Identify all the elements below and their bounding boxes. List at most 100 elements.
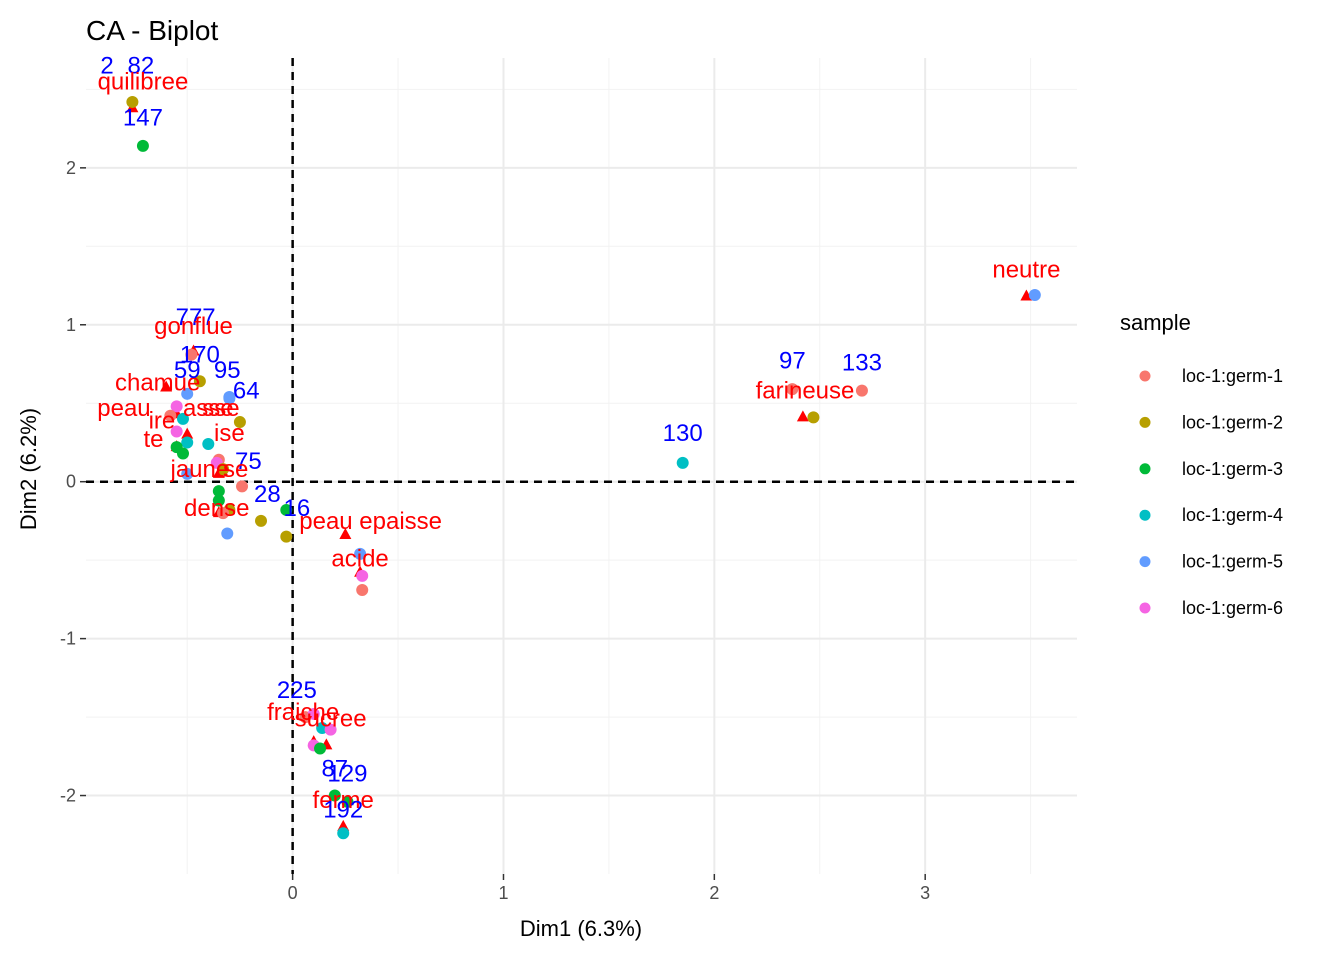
row-point [212, 485, 225, 498]
row-point [212, 494, 225, 507]
legend-swatch [1139, 416, 1151, 428]
point-label: 147 [123, 104, 163, 131]
row-point [176, 412, 189, 425]
point-label: acide [331, 545, 388, 572]
point-label: 64 [233, 378, 260, 405]
row-point [217, 507, 230, 520]
column-point-triangle [160, 380, 173, 392]
point-label: peau [97, 395, 150, 422]
row-point [126, 95, 139, 108]
row-point [280, 530, 293, 543]
row-point [164, 409, 177, 422]
column-point-triangle [339, 528, 352, 540]
row-point [324, 723, 337, 736]
point-label: farineuse [756, 378, 855, 405]
row-point [786, 383, 799, 396]
point-label: 130 [663, 420, 703, 447]
row-point [193, 375, 206, 388]
point-label: 59 [174, 357, 201, 384]
x-tick-label: 3 [920, 883, 930, 903]
point-label: ire [149, 407, 176, 434]
legend-swatch [1139, 463, 1151, 475]
x-axis-ticks: 0 1 2 3 [288, 874, 930, 903]
row-point [181, 387, 194, 400]
y-tick-label: -1 [60, 629, 76, 649]
point-label: 777 [176, 304, 216, 331]
row-points [126, 95, 1041, 840]
column-point-triangle [1020, 289, 1033, 301]
point-label: te [143, 426, 163, 453]
point-label: 192 [323, 797, 363, 824]
row-point [337, 827, 350, 840]
legend-swatch [1139, 556, 1151, 568]
legend-swatch [1139, 602, 1151, 614]
chart-title: CA - Biplot [86, 15, 218, 46]
row-point [202, 438, 215, 451]
point-label: 225 [277, 677, 317, 704]
x-axis-title: Dim1 (6.3%) [520, 916, 642, 941]
row-point [328, 789, 341, 802]
legend-swatch [1139, 370, 1151, 382]
row-point [217, 463, 230, 476]
legend: sample loc-1:germ-1 loc-1:germ-2 loc-1:ger… [1120, 310, 1283, 618]
row-point [356, 569, 369, 582]
legend-entry-label: loc-1:germ-2 [1182, 412, 1283, 432]
minor-gridlines [86, 58, 1077, 874]
row-point [314, 742, 327, 755]
point-label: ise [214, 420, 245, 447]
legend-swatch [1139, 509, 1151, 521]
x-tick-label: 2 [709, 883, 719, 903]
point-label: 82 [127, 53, 154, 80]
point-label: neutre [992, 257, 1060, 284]
point-label: quilibree [98, 68, 189, 95]
row-point [185, 348, 198, 361]
row-point [181, 467, 194, 480]
y-tick-label: 1 [66, 315, 76, 335]
legend-entry-label: loc-1:germ-4 [1182, 505, 1283, 525]
row-point [280, 503, 293, 516]
point-label: 87 [321, 756, 348, 783]
y-tick-label: -2 [60, 786, 76, 806]
point-label: 75 [235, 448, 262, 475]
row-point [255, 514, 268, 527]
point-label: dense [184, 495, 249, 522]
legend-entry-label: loc-1:germ-5 [1182, 552, 1283, 572]
point-label: 97 [779, 348, 806, 375]
point-label: gonflue [154, 313, 233, 340]
point-label: 95 [214, 357, 241, 384]
legend-title: sample [1120, 310, 1191, 335]
point-label: asse [183, 395, 234, 422]
row-point [855, 384, 868, 397]
point-label: peau epaisse [299, 508, 442, 535]
point-label: sse [202, 395, 239, 422]
y-tick-label: 2 [66, 158, 76, 178]
row-point [1028, 288, 1041, 301]
legend-entry-label: loc-1:germ-3 [1182, 459, 1283, 479]
row-point [307, 707, 320, 720]
point-label: sucree [295, 705, 367, 732]
point-label: jaune [169, 456, 229, 483]
row-point [341, 795, 354, 808]
point-label: 16 [283, 495, 310, 522]
row-point [223, 392, 236, 405]
x-tick-label: 1 [498, 883, 508, 903]
y-axis-ticks: -2 -1 0 1 2 [60, 158, 86, 806]
row-point [136, 139, 149, 152]
row-point [233, 416, 246, 429]
reference-lines [86, 58, 1077, 874]
row-point [676, 456, 689, 469]
row-point [354, 547, 367, 560]
y-tick-label: 0 [66, 472, 76, 492]
row-point [170, 400, 183, 413]
column-point-triangle [181, 427, 194, 439]
column-point-triangle [796, 410, 809, 422]
row-point [176, 447, 189, 460]
point-label: 129 [327, 760, 367, 787]
row-point [170, 425, 183, 438]
point-label: ferme [313, 787, 374, 814]
legend-entry-label: loc-1:germ-6 [1182, 598, 1283, 618]
row-point [221, 527, 234, 540]
point-label: chamue [115, 370, 200, 397]
point-label: se [223, 456, 248, 483]
